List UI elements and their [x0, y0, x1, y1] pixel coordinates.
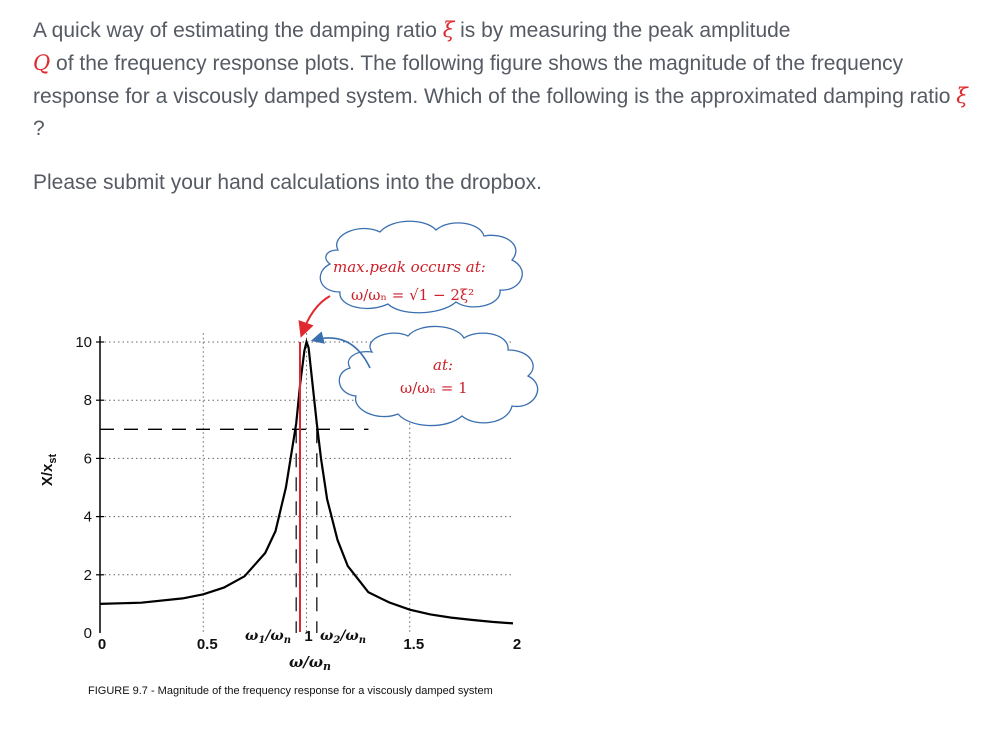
at-arrow: [310, 331, 371, 369]
question-part2: is by measuring the peak amplitude: [454, 19, 791, 42]
question-text: A quick way of estimating the damping ra…: [33, 14, 983, 145]
figure-caption: FIGURE 9.7 - Magnitude of the frequency …: [88, 685, 493, 697]
at-cloud-line1: at:: [433, 356, 453, 374]
x-axis-label: ω/ωn: [289, 653, 331, 673]
at-cloud-line2: ω/ωₙ = 1: [400, 379, 468, 397]
x-tick-label: 0: [98, 636, 106, 653]
x-tick-label: 2: [513, 636, 521, 653]
at-cloud-shape: [338, 325, 539, 427]
peak-cloud-shape: [319, 220, 523, 314]
question-paragraph: A quick way of estimating the damping ra…: [33, 14, 983, 145]
plot-grid: [100, 333, 513, 633]
q-symbol: Q: [33, 51, 51, 75]
y-tick-label: 0: [84, 625, 92, 642]
instruction-text: Please submit your hand calculations int…: [33, 171, 542, 194]
y-tick-label: 10: [75, 334, 92, 351]
y-axis-label: X/xst: [39, 454, 59, 487]
peak-arrow: [298, 295, 331, 338]
response-curve: [99, 338, 514, 625]
xi-symbol-2: ξ: [956, 84, 968, 108]
y-tick-label: 2: [84, 567, 92, 584]
xi-symbol: ξ: [442, 18, 455, 42]
x-tick-label: 1: [304, 628, 312, 645]
y-tick-label: 4: [84, 509, 92, 526]
question-part1: A quick way of estimating the damping ra…: [33, 19, 443, 42]
question-part4: ?: [33, 117, 45, 140]
x-tick-omega1: ω1/ωn: [245, 628, 291, 646]
x-tick-label: 1.5: [403, 636, 424, 653]
peak-cloud-line1: max.peak occurs at:: [333, 258, 486, 276]
x-tick-omega2: ω2/ωn: [320, 628, 366, 646]
peak-cloud-line2: ω/ωₙ = √1 − 2ξ²: [351, 286, 474, 304]
y-tick-label: 8: [84, 392, 92, 409]
y-tick-label: 6: [84, 450, 92, 467]
plot-ticks: 0 2 4 6 8 10 0 0.5 1 1.5 2: [75, 334, 521, 653]
question-part3: of the frequency response plots. The fol…: [33, 52, 957, 108]
x-tick-label: 0.5: [197, 636, 218, 653]
